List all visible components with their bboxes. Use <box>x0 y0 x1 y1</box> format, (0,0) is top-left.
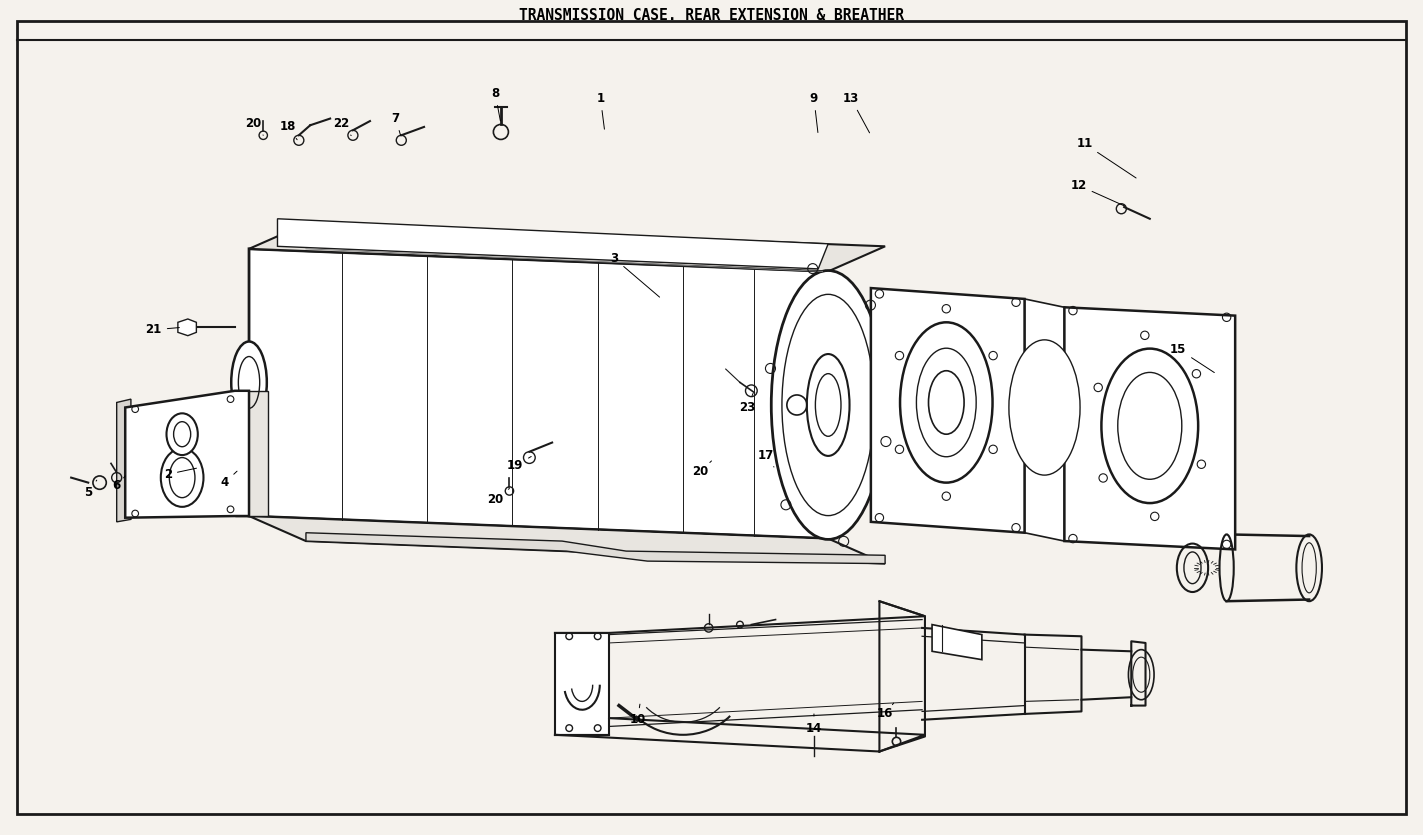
Ellipse shape <box>166 413 198 455</box>
Text: 16: 16 <box>877 703 894 721</box>
Text: 10: 10 <box>629 704 646 726</box>
Polygon shape <box>1064 307 1235 549</box>
Text: 19: 19 <box>507 457 531 473</box>
Ellipse shape <box>231 342 268 423</box>
Ellipse shape <box>901 322 993 483</box>
Text: 20: 20 <box>487 488 509 506</box>
Text: 8: 8 <box>491 87 501 121</box>
Text: 23: 23 <box>739 393 756 414</box>
Text: 12: 12 <box>1070 179 1124 206</box>
Text: TRANSMISSION CASE. REAR EXTENSION & BREATHER: TRANSMISSION CASE. REAR EXTENSION & BREA… <box>519 8 904 23</box>
Ellipse shape <box>771 271 885 539</box>
Polygon shape <box>306 533 885 564</box>
Ellipse shape <box>1101 348 1198 503</box>
Polygon shape <box>871 288 1025 533</box>
Text: 3: 3 <box>610 252 660 297</box>
Text: 13: 13 <box>842 92 869 133</box>
Polygon shape <box>117 399 131 522</box>
Polygon shape <box>1025 299 1064 541</box>
Polygon shape <box>555 633 609 735</box>
Polygon shape <box>249 224 885 271</box>
Polygon shape <box>932 625 982 660</box>
Text: 1: 1 <box>596 92 605 129</box>
Polygon shape <box>125 391 249 518</box>
Ellipse shape <box>161 448 203 507</box>
Text: 5: 5 <box>84 480 97 499</box>
Text: 21: 21 <box>145 323 179 337</box>
Text: 11: 11 <box>1076 137 1136 178</box>
Text: 18: 18 <box>279 120 297 139</box>
Text: 2: 2 <box>164 468 196 481</box>
Text: 4: 4 <box>221 471 238 489</box>
Text: 15: 15 <box>1170 342 1214 372</box>
Polygon shape <box>235 391 268 516</box>
Text: 20: 20 <box>245 117 263 135</box>
Ellipse shape <box>1009 340 1080 475</box>
Text: 22: 22 <box>333 117 351 135</box>
Polygon shape <box>277 219 828 269</box>
Text: 9: 9 <box>810 92 818 133</box>
Polygon shape <box>249 516 885 564</box>
Polygon shape <box>178 319 196 336</box>
Text: 7: 7 <box>391 112 400 135</box>
Text: 20: 20 <box>692 461 712 478</box>
Text: 6: 6 <box>112 476 125 493</box>
Polygon shape <box>249 249 828 539</box>
Text: 14: 14 <box>805 714 822 735</box>
Text: 17: 17 <box>757 448 774 467</box>
